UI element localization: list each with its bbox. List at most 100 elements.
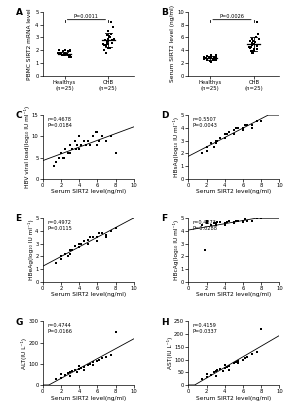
Point: [251, 41, 255, 47]
Point: [213, 53, 218, 60]
Point: [104, 32, 109, 38]
Point: [63, 372, 68, 379]
Point: [72, 243, 77, 249]
Point: [218, 366, 223, 373]
Point: [113, 225, 118, 232]
Point: [211, 57, 216, 64]
Point: [108, 34, 113, 41]
Point: [243, 122, 247, 128]
Point: [95, 357, 100, 364]
Point: [245, 122, 250, 128]
Point: [207, 58, 212, 64]
Point: [222, 135, 227, 141]
Point: [62, 52, 66, 59]
X-axis label: Serum SIRT2 level(ng/ml): Serum SIRT2 level(ng/ml): [196, 189, 271, 194]
Point: [77, 241, 82, 247]
Point: [62, 50, 67, 56]
Point: [251, 48, 255, 54]
Point: [241, 218, 245, 224]
Point: [247, 44, 251, 50]
Point: [213, 57, 218, 63]
Point: [66, 370, 70, 377]
Point: [241, 356, 245, 363]
Point: [70, 247, 74, 253]
Point: [104, 354, 109, 360]
Point: [60, 154, 65, 161]
Point: [77, 244, 82, 251]
Point: [86, 138, 91, 144]
Point: [213, 53, 218, 59]
Point: [231, 219, 236, 225]
Y-axis label: HBsAg(log₁₀ IU ml⁻¹): HBsAg(log₁₀ IU ml⁻¹): [173, 117, 179, 177]
Point: [213, 373, 218, 379]
Y-axis label: Serum SIRT2 level (ng/ml): Serum SIRT2 level (ng/ml): [170, 5, 175, 83]
Point: [208, 59, 213, 65]
Point: [63, 251, 68, 257]
Point: [213, 138, 218, 144]
Point: [105, 28, 110, 34]
Point: [241, 219, 245, 225]
X-axis label: Serum SIRT2 level(ng/ml): Serum SIRT2 level(ng/ml): [51, 189, 126, 194]
Point: [68, 247, 72, 253]
Point: [204, 370, 209, 377]
Point: [204, 55, 209, 61]
Point: [82, 138, 86, 144]
Text: r=0.4972
P=0.0115: r=0.4972 P=0.0115: [47, 220, 72, 231]
Point: [95, 142, 100, 148]
Point: [57, 50, 61, 56]
Point: [79, 142, 83, 148]
Point: [109, 133, 113, 140]
Point: [251, 46, 256, 52]
Point: [254, 215, 259, 221]
Point: [214, 52, 219, 59]
Point: [68, 251, 72, 257]
Point: [259, 118, 263, 125]
Point: [75, 142, 80, 148]
Point: [105, 39, 109, 46]
Point: [250, 122, 254, 128]
Point: [109, 19, 114, 25]
Point: [102, 42, 106, 49]
Point: [88, 234, 92, 241]
Point: [109, 352, 113, 358]
Point: [241, 127, 245, 134]
Point: [72, 367, 77, 373]
Point: [255, 46, 259, 52]
Point: [211, 220, 216, 227]
Point: [57, 50, 61, 56]
Point: [62, 51, 66, 57]
Point: [231, 360, 236, 367]
Point: [204, 144, 209, 150]
Point: [236, 360, 241, 367]
Point: [104, 50, 109, 56]
Point: [95, 238, 100, 244]
Point: [233, 218, 238, 224]
Point: [113, 329, 118, 335]
Point: [84, 142, 89, 148]
Point: [106, 36, 110, 42]
Point: [75, 369, 80, 375]
Point: [257, 36, 261, 43]
Point: [91, 234, 95, 241]
Point: [255, 43, 260, 49]
Text: E: E: [15, 215, 22, 223]
Point: [255, 42, 259, 49]
Point: [259, 215, 263, 221]
Point: [231, 127, 236, 134]
Point: [86, 237, 91, 243]
Point: [57, 154, 61, 161]
Point: [97, 138, 101, 144]
Point: [205, 53, 209, 59]
Point: [218, 219, 223, 225]
Point: [209, 140, 213, 146]
Point: [108, 45, 113, 51]
Point: [243, 216, 247, 223]
Point: [236, 358, 241, 364]
Point: [236, 218, 241, 224]
Point: [86, 241, 91, 247]
Point: [221, 368, 225, 374]
Text: r=0.4678
P=0.0184: r=0.4678 P=0.0184: [47, 117, 72, 128]
Point: [95, 129, 100, 135]
Point: [72, 138, 77, 144]
Point: [202, 55, 207, 61]
